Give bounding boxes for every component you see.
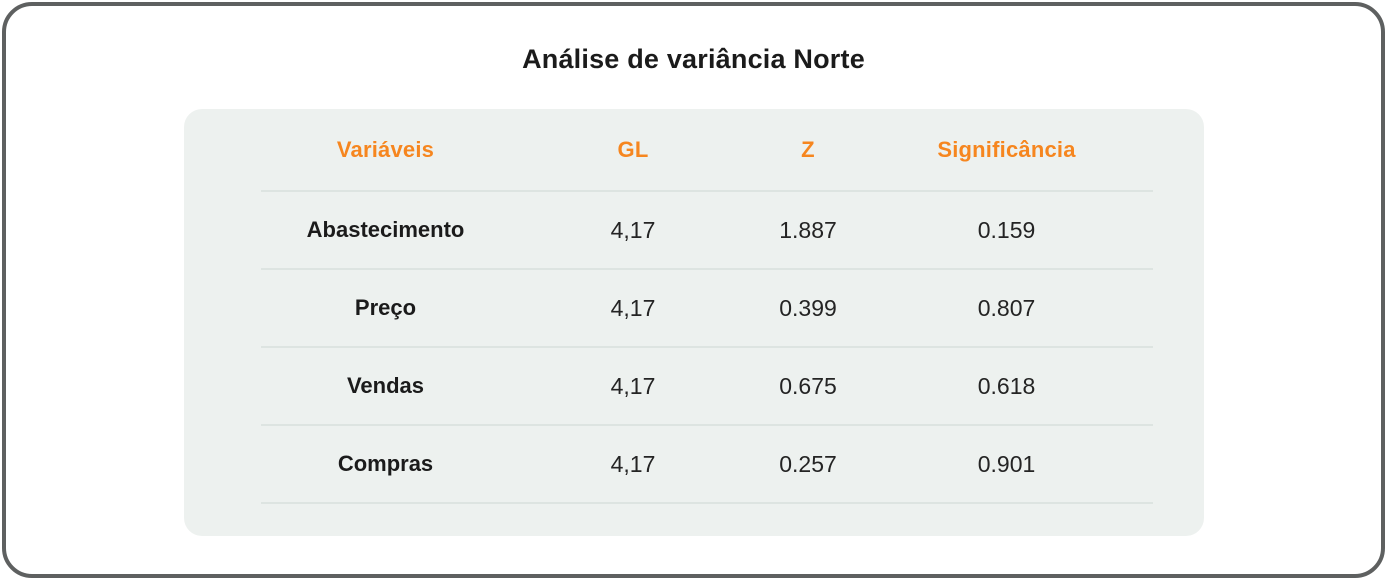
table-row: Preço 4,17 0.399 0.807 xyxy=(260,270,1153,348)
table-row: Vendas 4,17 0.675 0.618 xyxy=(260,348,1153,426)
column-header-gl: GL xyxy=(617,136,649,162)
cell-z: 1.887 xyxy=(779,216,837,243)
cell-significancia: 0.618 xyxy=(977,372,1036,399)
column-header-significancia: Significância xyxy=(937,136,1076,162)
cell-z: 0.675 xyxy=(779,372,837,399)
cell-significancia: 0.901 xyxy=(977,450,1036,477)
row-label-vendas: Vendas xyxy=(346,373,425,398)
row-label-preco: Preço xyxy=(354,295,417,320)
page-title: Análise de variância Norte xyxy=(522,44,865,74)
column-header-z: Z xyxy=(801,136,815,162)
row-label-compras: Compras xyxy=(337,451,434,476)
table-card: Variáveis GL Z Significância Abastecimen… xyxy=(183,109,1204,536)
cell-gl: 4,17 xyxy=(610,372,656,399)
cell-z: 0.257 xyxy=(779,450,837,477)
row-label-abastecimento: Abastecimento xyxy=(306,217,465,242)
table-header-row: Variáveis GL Z Significância xyxy=(260,109,1153,192)
table-row: Compras 4,17 0.257 0.901 xyxy=(260,426,1153,504)
cell-gl: 4,17 xyxy=(610,450,656,477)
cell-z: 0.399 xyxy=(779,294,837,321)
table-row: Abastecimento 4,17 1.887 0.159 xyxy=(260,192,1153,270)
cell-gl: 4,17 xyxy=(610,294,656,321)
cell-gl: 4,17 xyxy=(610,216,656,243)
column-header-variables: Variáveis xyxy=(336,136,435,162)
cell-significancia: 0.159 xyxy=(977,216,1036,243)
cell-significancia: 0.807 xyxy=(977,294,1036,321)
